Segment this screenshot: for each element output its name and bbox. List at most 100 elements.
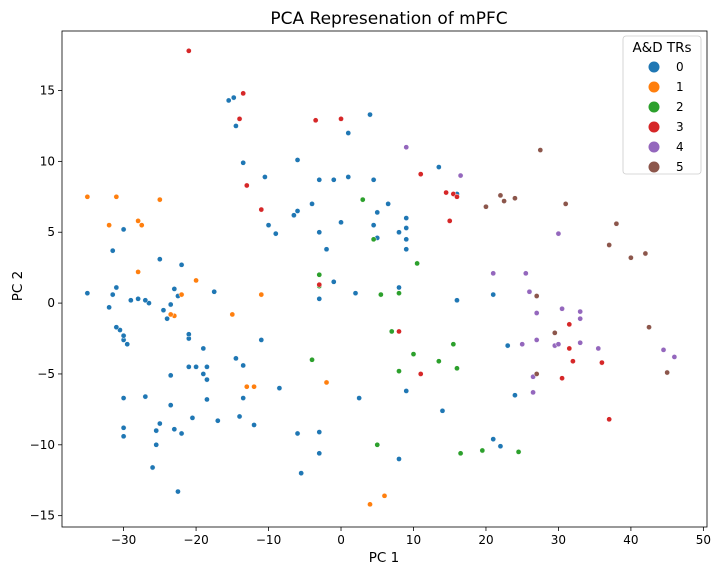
data-point-series-1 <box>84 193 91 200</box>
data-point-series-0 <box>338 219 344 226</box>
data-point-series-0 <box>171 426 178 433</box>
data-point-series-5 <box>646 324 652 331</box>
data-point-series-0 <box>233 123 239 129</box>
data-point-series-0 <box>167 372 174 379</box>
data-point-series-1 <box>113 193 120 200</box>
data-point-series-2 <box>370 236 377 243</box>
data-point-series-0 <box>294 430 301 437</box>
data-point-series-3 <box>417 171 424 177</box>
legend-marker <box>648 121 660 133</box>
plot-frame <box>61 30 708 528</box>
data-point-series-0 <box>109 247 116 254</box>
data-point-series-4 <box>577 315 584 322</box>
data-point-series-0 <box>185 331 192 338</box>
data-point-series-1 <box>156 196 163 203</box>
data-point-series-0 <box>316 295 323 302</box>
data-point-series-0 <box>436 164 442 170</box>
x-tick-label: 0 <box>337 533 345 547</box>
data-point-series-0 <box>230 94 237 101</box>
y-tick-label: 15 <box>40 84 55 98</box>
legend-label: 3 <box>676 120 684 134</box>
data-point-series-5 <box>551 330 558 336</box>
data-point-series-4 <box>457 172 464 179</box>
data-point-series-0 <box>167 402 174 408</box>
data-point-series-3 <box>454 193 460 200</box>
data-point-series-2 <box>309 356 315 363</box>
data-point-series-0 <box>294 208 301 214</box>
data-point-series-3 <box>236 116 243 122</box>
data-point-series-0 <box>258 337 265 343</box>
data-point-series-0 <box>120 226 127 233</box>
data-point-series-5 <box>501 198 507 204</box>
data-point-series-0 <box>178 261 185 268</box>
data-point-series-0 <box>403 225 410 231</box>
data-point-series-0 <box>175 488 181 495</box>
x-tick-label: 10 <box>406 533 421 547</box>
x-tick-label: −20 <box>183 533 208 547</box>
y-axis: −15 −10 −5 0 5 10 15 <box>30 84 62 523</box>
legend-label: 2 <box>676 100 684 114</box>
data-point-series-0 <box>454 297 460 304</box>
data-point-series-0 <box>120 433 127 440</box>
data-point-series-0 <box>345 174 352 180</box>
data-point-series-0 <box>167 301 174 308</box>
data-point-series-0 <box>240 159 247 166</box>
data-point-series-4 <box>595 345 602 352</box>
data-point-series-0 <box>225 97 232 104</box>
data-point-series-3 <box>312 117 319 124</box>
data-point-series-2 <box>479 447 486 454</box>
data-point-series-0 <box>120 424 127 431</box>
data-point-series-0 <box>204 364 210 370</box>
data-point-series-0 <box>272 230 279 237</box>
data-point-series-5 <box>533 371 540 377</box>
data-point-series-0 <box>345 130 352 136</box>
chart-title: PCA Represenation of mPFC <box>270 9 507 29</box>
data-point-series-3 <box>417 371 424 377</box>
data-point-series-1 <box>178 291 185 298</box>
data-point-series-2 <box>396 290 402 297</box>
data-point-series-2 <box>450 341 457 348</box>
data-point-series-1 <box>323 379 330 386</box>
data-point-series-0 <box>262 174 268 180</box>
data-point-series-0 <box>124 341 131 348</box>
data-point-series-2 <box>414 260 420 267</box>
data-point-series-0 <box>204 376 210 383</box>
legend-box <box>622 35 702 175</box>
data-point-series-3 <box>243 182 250 189</box>
data-point-series-0 <box>120 395 127 401</box>
data-point-series-3 <box>446 218 453 224</box>
data-point-series-4 <box>526 288 533 295</box>
data-point-series-0 <box>490 436 497 442</box>
x-tick-label: 20 <box>478 533 493 547</box>
y-tick-label: 5 <box>47 225 55 239</box>
data-point-series-1 <box>381 492 388 499</box>
data-point-series-1 <box>135 269 141 275</box>
data-point-series-2 <box>359 196 366 203</box>
data-point-series-0 <box>490 291 497 298</box>
data-point-series-1 <box>229 311 236 318</box>
data-point-series-0 <box>316 229 323 236</box>
data-point-series-5 <box>606 242 613 248</box>
data-point-series-0 <box>200 345 207 352</box>
data-point-series-0 <box>323 246 330 253</box>
data-point-series-0 <box>240 395 247 401</box>
data-point-series-3 <box>338 116 344 122</box>
data-point-series-1 <box>193 277 199 284</box>
data-point-series-4 <box>671 354 678 360</box>
data-point-series-0 <box>214 417 221 424</box>
data-point-series-3 <box>316 281 323 288</box>
data-point-series-5 <box>613 220 620 227</box>
data-point-series-4 <box>490 270 497 277</box>
legend-label: 4 <box>676 140 684 154</box>
data-point-series-0 <box>142 393 149 400</box>
data-point-series-4 <box>403 144 410 151</box>
data-point-series-0 <box>265 222 272 228</box>
data-point-series-0 <box>109 291 116 298</box>
data-point-series-0 <box>204 396 210 403</box>
data-point-series-5 <box>537 147 544 153</box>
data-point-series-5 <box>562 201 569 207</box>
data-point-series-2 <box>316 271 323 278</box>
data-point-series-0 <box>396 456 402 462</box>
data-point-series-3 <box>258 206 265 213</box>
